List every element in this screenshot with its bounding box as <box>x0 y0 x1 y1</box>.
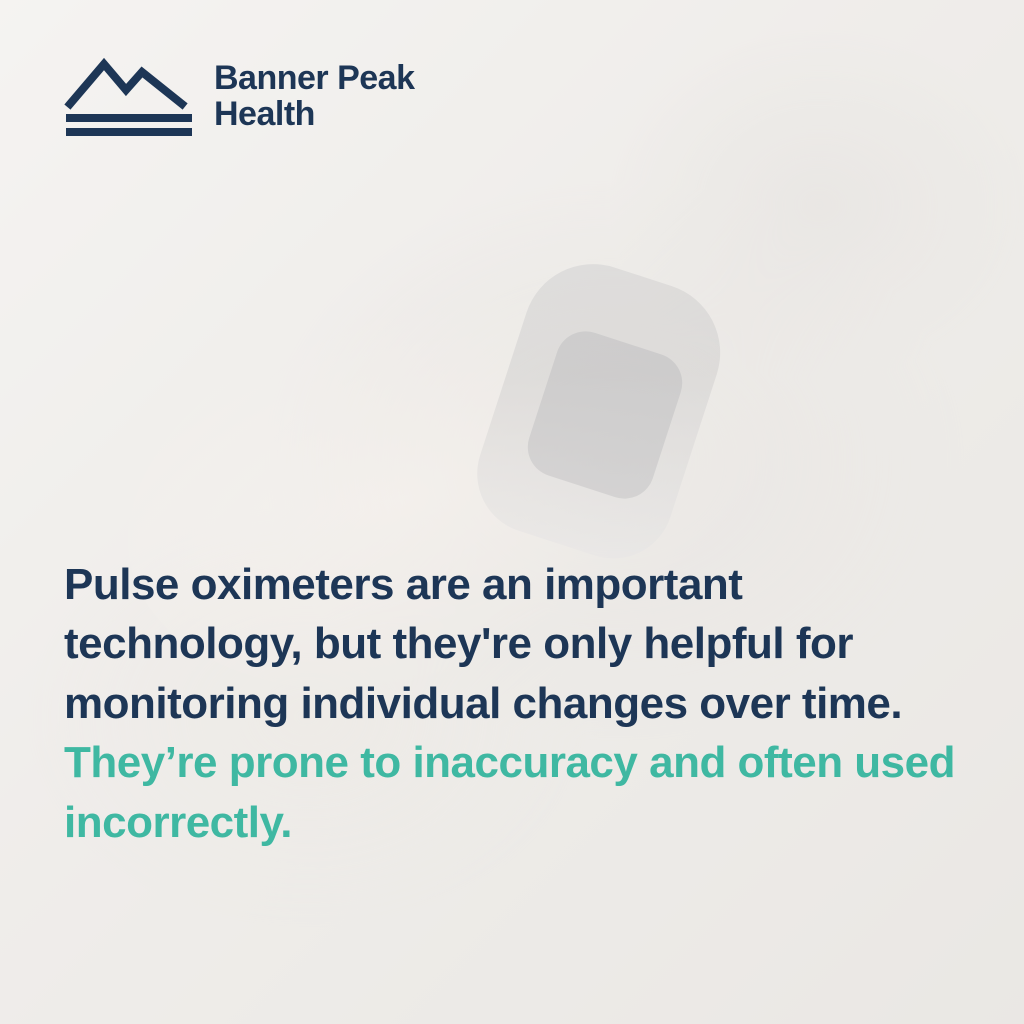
brand-logo: Banner Peak Health <box>64 56 960 138</box>
brand-name-line1: Banner Peak <box>214 61 415 97</box>
brand-name: Banner Peak Health <box>214 61 415 132</box>
quote-part-primary: Pulse oximeters are an important technol… <box>64 560 902 728</box>
quote-part-highlight: They’re prone to inaccuracy and often us… <box>64 738 955 846</box>
brand-name-line2: Health <box>214 97 415 133</box>
content-layer: Banner Peak Health Pulse oximeters are a… <box>0 0 1024 1024</box>
quote-block: Pulse oximeters are an important technol… <box>64 555 960 852</box>
mountain-peak-icon <box>64 56 194 138</box>
